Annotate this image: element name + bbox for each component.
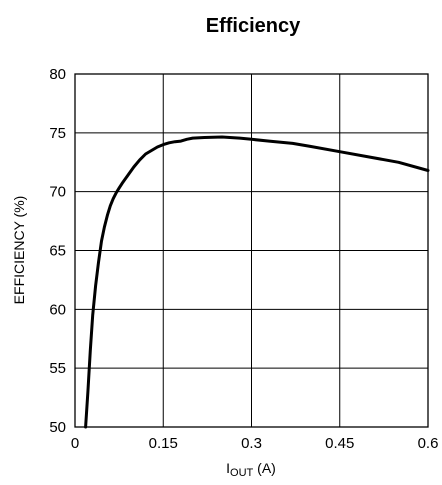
x-axis-label-main: I [226,460,230,476]
efficiency-curve [84,135,430,429]
y-tick-label: 65 [49,243,66,260]
x-tick-label: 0.45 [325,435,354,452]
y-tick-label: 70 [49,184,66,201]
x-tick-label: 0.15 [149,435,178,452]
grid-lines [75,74,428,427]
y-tick-label: 75 [49,125,66,142]
x-tick-label: 0 [71,435,79,452]
series-group [84,135,430,429]
x-tick-labels: 0 0.15 0.3 0.45 0.6 [71,435,439,452]
chart-title: Efficiency [206,15,301,37]
y-tick-labels: 50 55 60 65 70 75 80 [49,66,66,436]
x-axis-label-unit: (A) [253,460,276,476]
x-tick-label: 0.3 [241,435,262,452]
y-tick-label: 55 [49,360,66,377]
y-axis-label: EFFICIENCY (%) [11,196,27,305]
plot-frame [74,73,429,428]
x-axis-label-subscript: OUT [230,467,254,479]
y-tick-label: 50 [49,419,66,436]
x-axis-label: IOUT (A) [226,460,276,479]
x-tick-label: 0.6 [418,435,439,452]
y-tick-label: 60 [49,301,66,318]
y-tick-label: 80 [49,66,66,83]
